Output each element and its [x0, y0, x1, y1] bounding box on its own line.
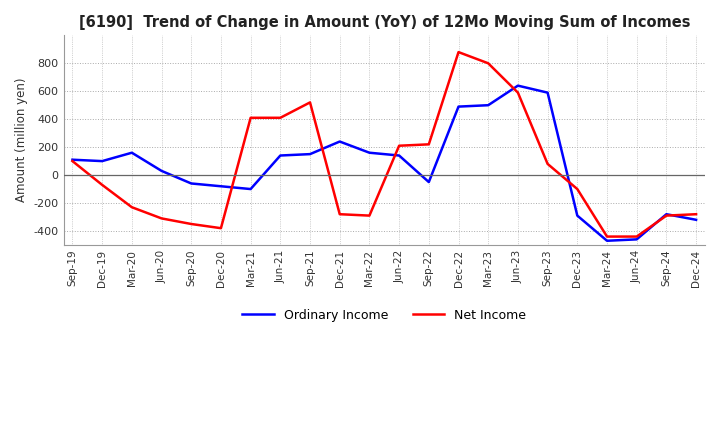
Net Income: [544, 161, 552, 167]
Net Income: [306, 100, 315, 105]
Net Income: [395, 143, 403, 148]
Ordinary Income: [395, 153, 403, 158]
Ordinary Income: [365, 150, 374, 155]
Line: Ordinary Income: Ordinary Income: [73, 86, 696, 241]
Net Income: [513, 90, 522, 95]
Line: Net Income: Net Income: [73, 52, 696, 237]
Ordinary Income: [306, 151, 315, 157]
Net Income: [246, 115, 255, 121]
Ordinary Income: [246, 187, 255, 192]
Ordinary Income: [336, 139, 344, 144]
Ordinary Income: [544, 90, 552, 95]
Ordinary Income: [603, 238, 611, 243]
Net Income: [68, 158, 77, 164]
Ordinary Income: [276, 153, 284, 158]
Ordinary Income: [573, 213, 582, 218]
Net Income: [98, 182, 107, 187]
Ordinary Income: [454, 104, 463, 109]
Net Income: [365, 213, 374, 218]
Ordinary Income: [68, 157, 77, 162]
Net Income: [217, 226, 225, 231]
Net Income: [573, 187, 582, 192]
Net Income: [454, 49, 463, 55]
Net Income: [603, 234, 611, 239]
Ordinary Income: [484, 103, 492, 108]
Ordinary Income: [692, 217, 701, 223]
Y-axis label: Amount (million yen): Amount (million yen): [15, 78, 28, 202]
Ordinary Income: [157, 168, 166, 173]
Ordinary Income: [217, 183, 225, 189]
Ordinary Income: [98, 158, 107, 164]
Net Income: [692, 212, 701, 217]
Ordinary Income: [513, 83, 522, 88]
Net Income: [127, 205, 136, 210]
Net Income: [157, 216, 166, 221]
Legend: Ordinary Income, Net Income: Ordinary Income, Net Income: [238, 304, 531, 327]
Net Income: [425, 142, 433, 147]
Net Income: [187, 221, 196, 227]
Net Income: [632, 234, 641, 239]
Net Income: [276, 115, 284, 121]
Ordinary Income: [127, 150, 136, 155]
Ordinary Income: [662, 212, 671, 217]
Net Income: [336, 212, 344, 217]
Net Income: [662, 213, 671, 218]
Ordinary Income: [187, 181, 196, 186]
Title: [6190]  Trend of Change in Amount (YoY) of 12Mo Moving Sum of Incomes: [6190] Trend of Change in Amount (YoY) o…: [78, 15, 690, 30]
Net Income: [484, 61, 492, 66]
Ordinary Income: [632, 237, 641, 242]
Ordinary Income: [425, 180, 433, 185]
